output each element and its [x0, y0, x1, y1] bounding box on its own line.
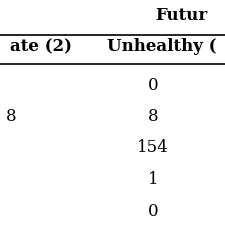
Text: 8: 8	[6, 108, 17, 125]
Text: 1: 1	[148, 171, 158, 188]
Text: 0: 0	[148, 202, 158, 220]
Text: 8: 8	[148, 108, 158, 125]
Text: ate (2): ate (2)	[9, 38, 72, 55]
Text: 0: 0	[148, 76, 158, 94]
Text: Unhealthy (: Unhealthy (	[107, 38, 217, 55]
Text: 154: 154	[137, 140, 169, 157]
Text: Futur: Futur	[155, 7, 207, 24]
